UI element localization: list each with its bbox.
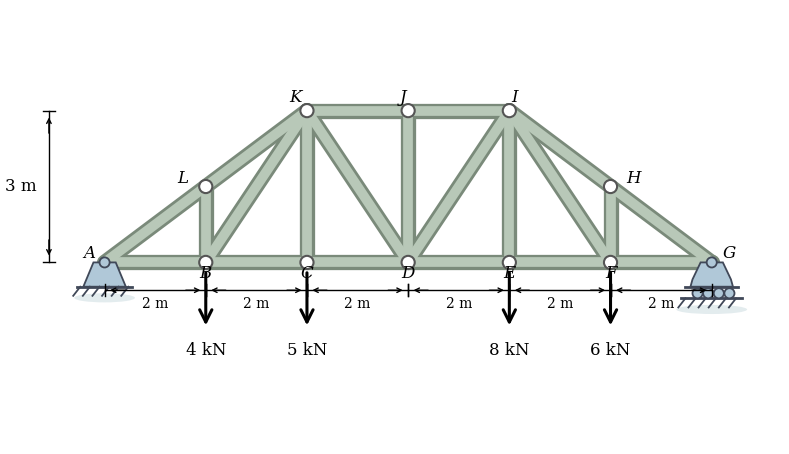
Text: F: F [605, 265, 616, 282]
Circle shape [707, 257, 716, 267]
Text: B: B [200, 265, 212, 282]
Text: 2 m: 2 m [243, 297, 270, 311]
Circle shape [99, 257, 110, 267]
Circle shape [402, 256, 415, 269]
Text: A: A [84, 245, 95, 262]
Text: J: J [400, 89, 406, 107]
Text: 4 kN: 4 kN [185, 342, 226, 360]
Text: 3 m: 3 m [6, 178, 37, 195]
Circle shape [503, 104, 516, 117]
Circle shape [604, 180, 617, 193]
Text: 5 kN: 5 kN [286, 342, 327, 360]
Text: 2 m: 2 m [547, 297, 573, 311]
Text: 2 m: 2 m [344, 297, 371, 311]
Text: H: H [626, 170, 641, 188]
Circle shape [693, 288, 703, 298]
Text: K: K [290, 89, 302, 107]
Text: 8 kN: 8 kN [489, 342, 529, 360]
Text: C: C [301, 265, 313, 282]
Ellipse shape [74, 293, 135, 302]
Circle shape [703, 288, 713, 298]
Circle shape [301, 104, 313, 117]
PathPatch shape [690, 262, 733, 287]
Circle shape [724, 288, 735, 298]
Text: 2 m: 2 m [142, 297, 168, 311]
Text: 6 kN: 6 kN [590, 342, 630, 360]
Circle shape [402, 104, 415, 117]
Text: G: G [723, 245, 736, 262]
Circle shape [503, 256, 516, 269]
Text: 2 m: 2 m [648, 297, 675, 311]
Circle shape [301, 256, 313, 269]
Circle shape [604, 256, 617, 269]
Circle shape [199, 256, 212, 269]
Circle shape [714, 288, 724, 298]
Text: L: L [178, 170, 189, 188]
Text: E: E [503, 265, 515, 282]
Text: D: D [402, 265, 415, 282]
Circle shape [199, 180, 212, 193]
Text: I: I [511, 89, 518, 107]
PathPatch shape [84, 262, 125, 287]
Ellipse shape [676, 305, 747, 314]
Text: 2 m: 2 m [446, 297, 472, 311]
